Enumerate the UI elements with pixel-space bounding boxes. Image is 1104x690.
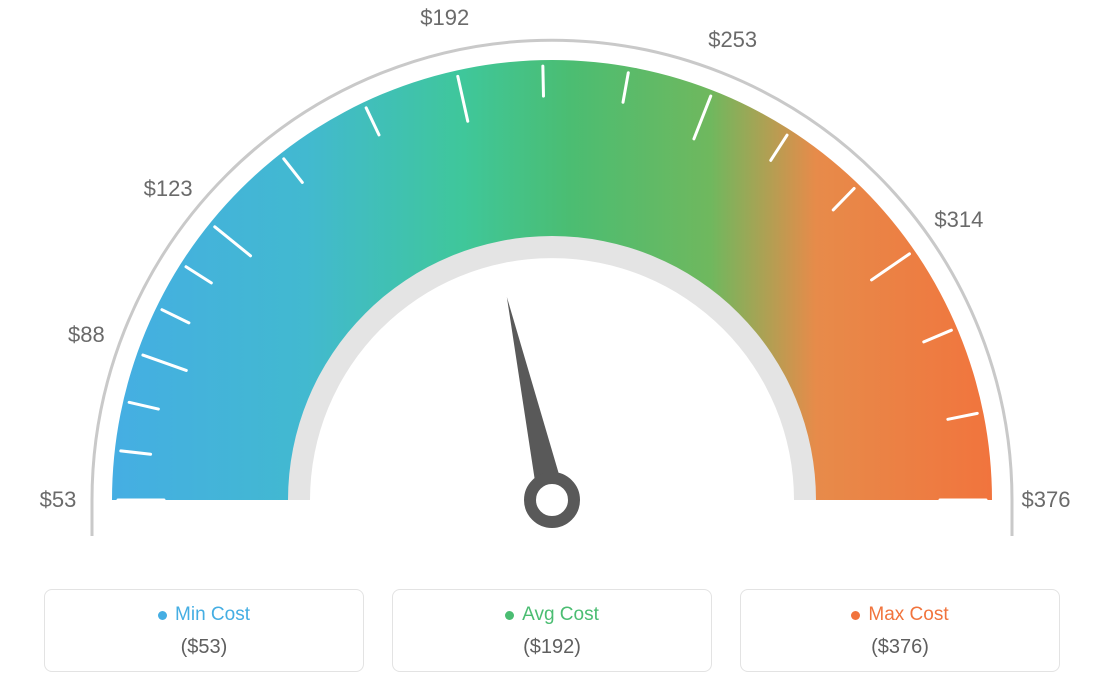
gauge-tick bbox=[543, 66, 544, 96]
gauge-tick-label: $376 bbox=[1022, 487, 1071, 513]
legend-label-avg: Avg Cost bbox=[522, 604, 599, 626]
gauge-tick-label: $88 bbox=[68, 322, 105, 348]
gauge-tick-label: $123 bbox=[144, 176, 193, 202]
legend-value-min: ($53) bbox=[55, 636, 353, 659]
cost-gauge-container: $53 $88 $123 $192 $253 $314 $376 Min Cost ($53… bbox=[0, 0, 1104, 690]
gauge-needle bbox=[507, 297, 566, 503]
legend-card-max: Max Cost ($376) bbox=[740, 589, 1060, 672]
legend-value-avg: ($192) bbox=[403, 636, 701, 659]
legend-title-min: Min Cost bbox=[158, 604, 250, 626]
legend-dot-avg bbox=[505, 611, 514, 620]
legend-dot-max bbox=[851, 611, 860, 620]
gauge-tick-label: $192 bbox=[420, 5, 469, 31]
legend-dot-min bbox=[158, 611, 167, 620]
legend-label-min: Min Cost bbox=[175, 604, 250, 626]
legend-row: Min Cost ($53) Avg Cost ($192) Max Cost … bbox=[0, 589, 1104, 672]
gauge-area: $53 $88 $123 $192 $253 $314 $376 bbox=[0, 0, 1104, 560]
legend-title-avg: Avg Cost bbox=[505, 604, 599, 626]
legend-title-max: Max Cost bbox=[851, 604, 948, 626]
legend-card-avg: Avg Cost ($192) bbox=[392, 589, 712, 672]
gauge-tick-label: $314 bbox=[934, 207, 983, 233]
legend-card-min: Min Cost ($53) bbox=[44, 589, 364, 672]
legend-value-max: ($376) bbox=[751, 636, 1049, 659]
gauge-chart bbox=[0, 0, 1104, 560]
gauge-color-arc bbox=[112, 60, 992, 500]
legend-label-max: Max Cost bbox=[868, 604, 948, 626]
gauge-needle-hub bbox=[530, 478, 574, 522]
gauge-tick-label: $53 bbox=[40, 487, 77, 513]
gauge-tick-label: $253 bbox=[708, 27, 757, 53]
